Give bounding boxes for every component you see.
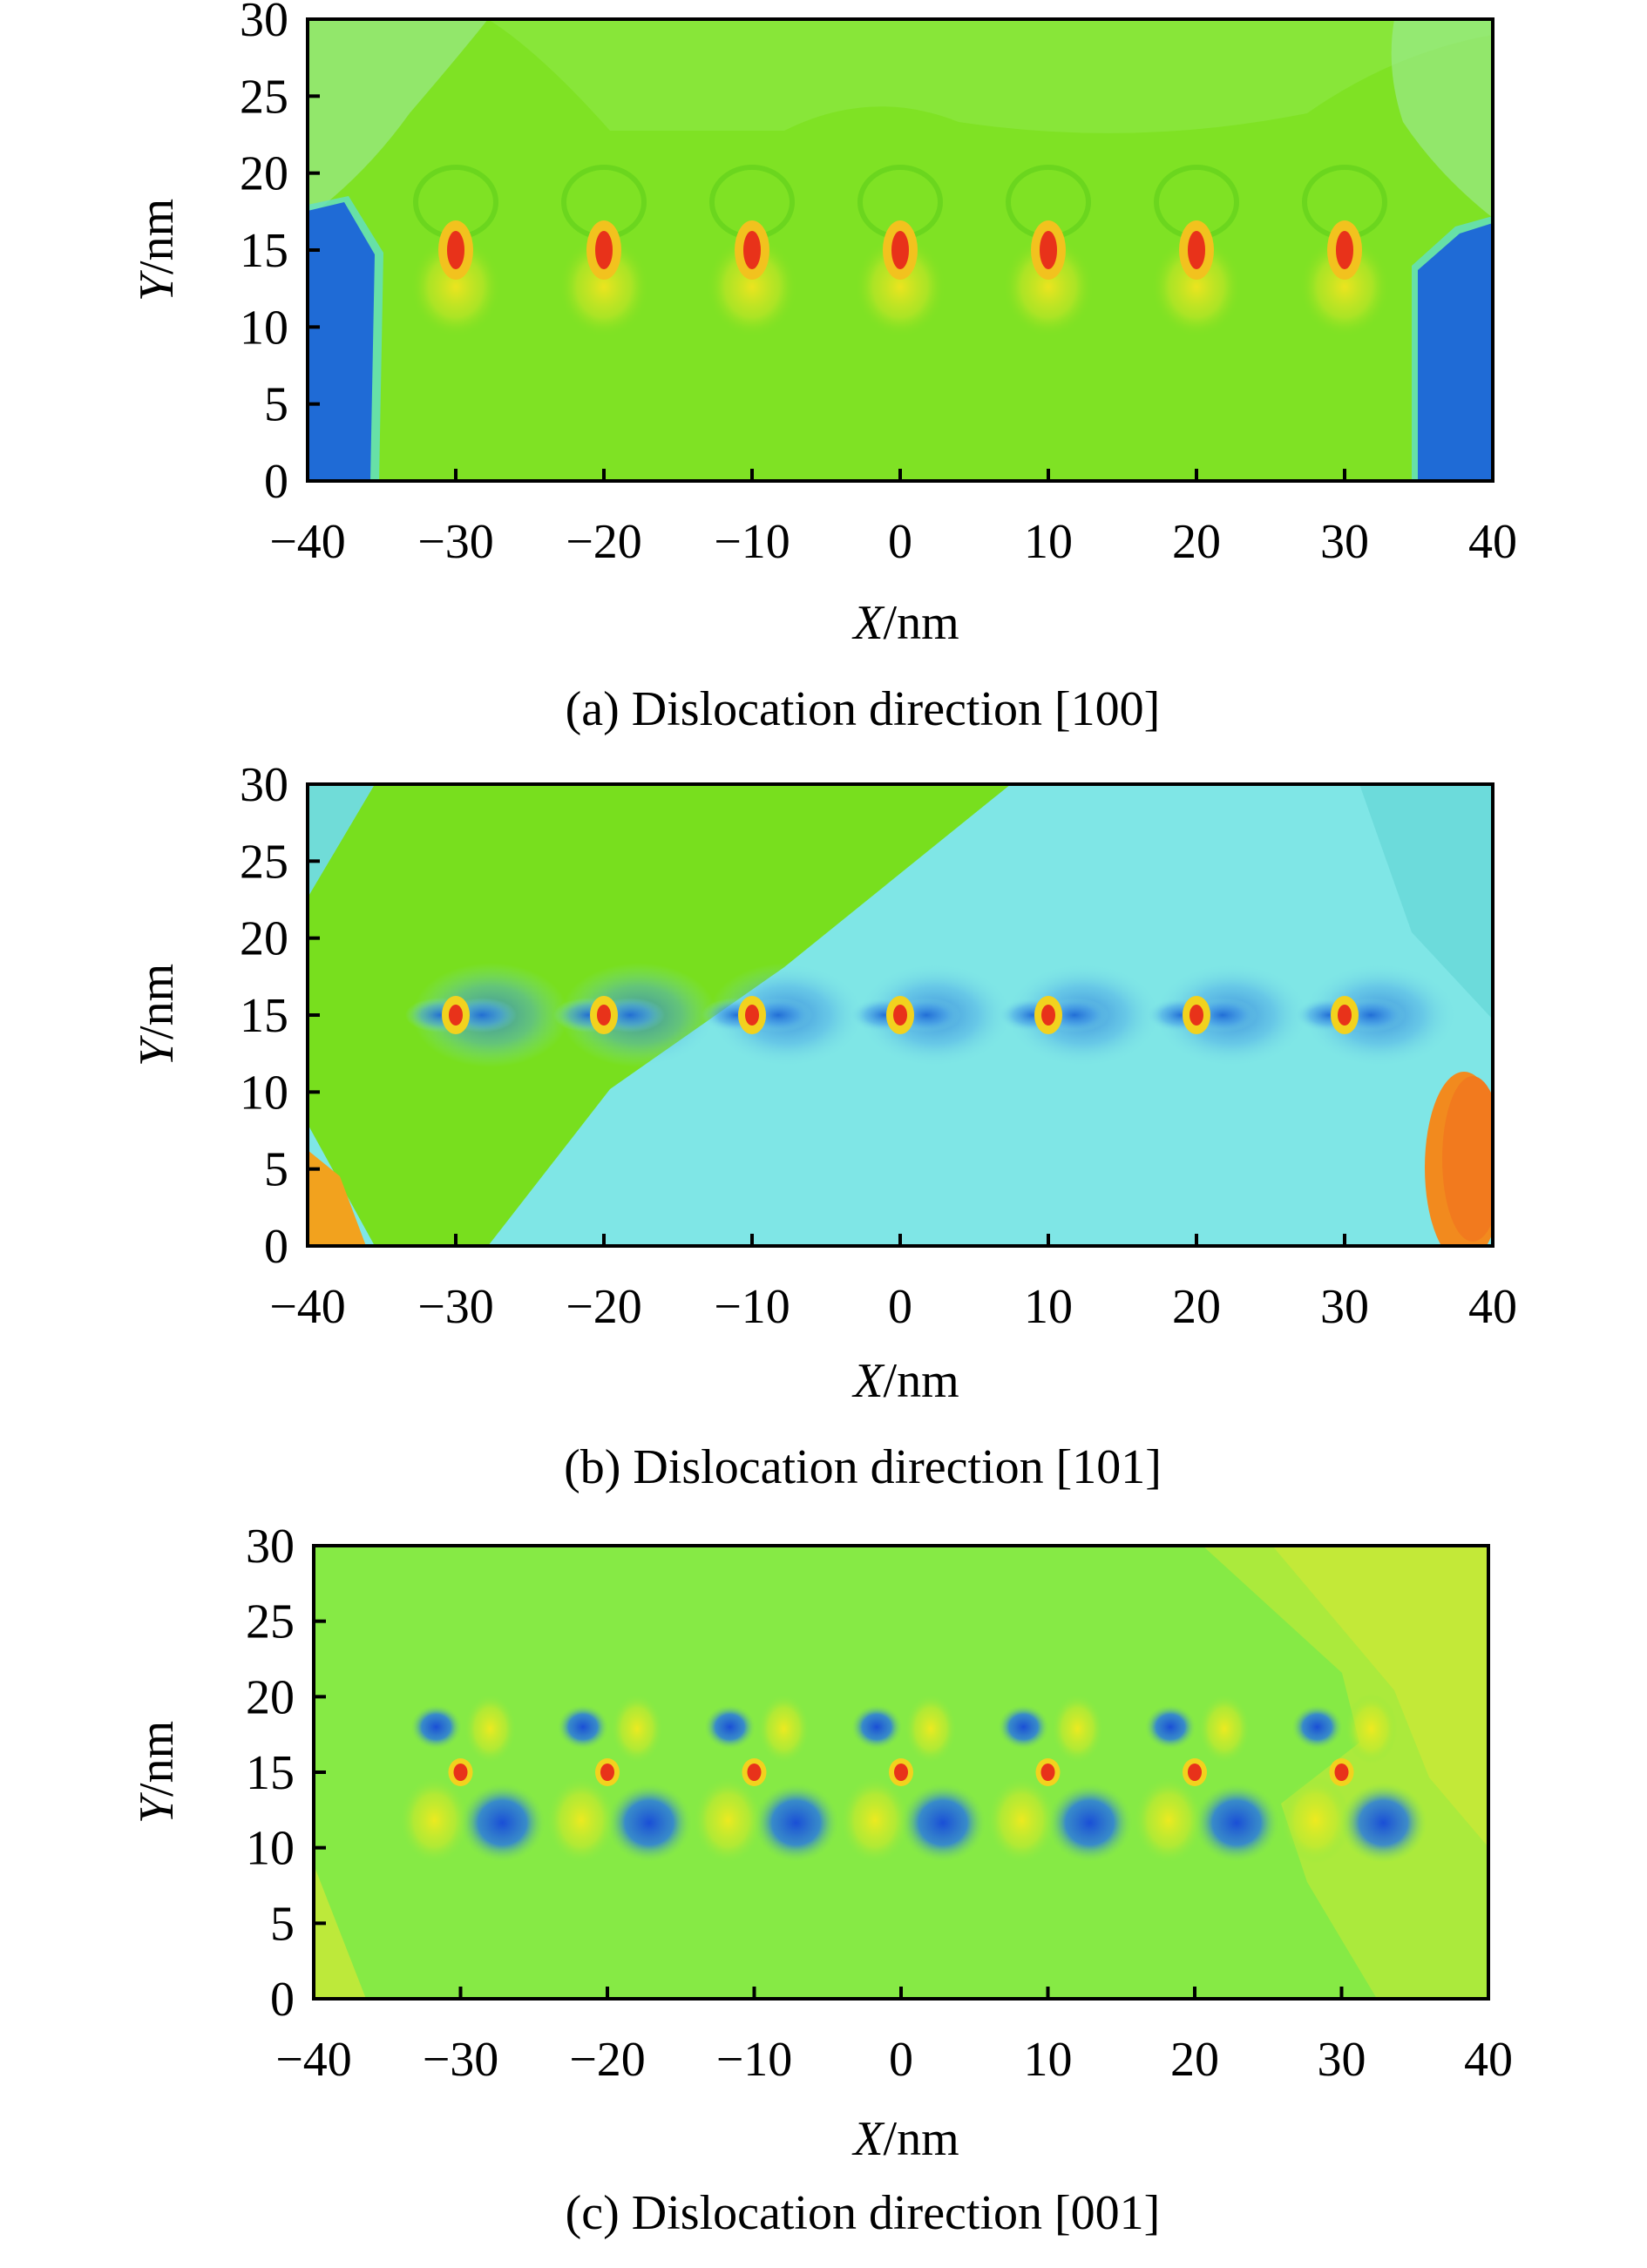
x-tick-label: 10 bbox=[1024, 2033, 1073, 2087]
x-tick-label: −40 bbox=[275, 2033, 352, 2087]
x-tick-label: −20 bbox=[566, 1280, 642, 1334]
y-tick-label: 10 bbox=[240, 301, 288, 355]
dislocation-core bbox=[559, 165, 649, 337]
dislocation-core bbox=[855, 165, 946, 337]
dislocation-core bbox=[1146, 963, 1310, 1067]
caption-c: (c) Dislocation direction [001] bbox=[566, 2186, 1161, 2240]
x-tick-label: 30 bbox=[1320, 515, 1369, 569]
x-tick-label: −40 bbox=[269, 515, 346, 569]
y-axis-label-a: Y/nm bbox=[130, 199, 184, 301]
dislocation-core bbox=[1134, 1694, 1280, 1864]
y-tick-label: 15 bbox=[246, 1746, 295, 1800]
y-tick-label: 20 bbox=[240, 147, 288, 201]
dislocation-core bbox=[693, 1694, 840, 1864]
caption-a: (a) Dislocation direction [100] bbox=[566, 682, 1161, 736]
dislocation-core bbox=[840, 1694, 986, 1864]
dislocation-marks-a bbox=[410, 165, 1390, 337]
field-c bbox=[314, 1546, 1488, 1999]
x-tick-label: 40 bbox=[1468, 1280, 1517, 1334]
dislocation-core bbox=[410, 165, 501, 337]
y-tick-label: 30 bbox=[240, 758, 288, 812]
y-tick-label: 15 bbox=[240, 224, 288, 278]
x-axis-c: −40 −30 −20 −10 0 10 20 30 40 bbox=[275, 1987, 1513, 2087]
x-axis-label-c: X/nm bbox=[851, 2112, 959, 2166]
y-axis-a: 0 5 10 15 20 25 30 bbox=[240, 0, 320, 509]
panel-b: −40 −30 −20 −10 0 10 20 30 40 0 5 10 15 20 25 30 X/nm … bbox=[0, 758, 1647, 1516]
caption-b: (b) Dislocation direction [101] bbox=[564, 1440, 1162, 1494]
y-tick-label: 0 bbox=[264, 455, 288, 509]
dislocation-core bbox=[405, 963, 569, 1067]
dislocation-core bbox=[1280, 1694, 1427, 1864]
y-axis-label-c: Y/nm bbox=[130, 1721, 184, 1824]
y-tick-label: 0 bbox=[270, 1973, 295, 2027]
x-tick-label: −10 bbox=[714, 515, 790, 569]
y-tick-label: 0 bbox=[264, 1220, 288, 1274]
dislocation-core bbox=[553, 963, 717, 1067]
panel-c: −40 −30 −20 −10 0 10 20 30 40 0 5 10 15 20 25 30 X/nm … bbox=[0, 1516, 1647, 2264]
x-tick-label: −20 bbox=[566, 515, 642, 569]
y-tick-label: 30 bbox=[246, 1520, 295, 1574]
panel-a: −40 −30 −20 −10 0 10 20 30 40 0 5 10 15 20 25 30 X/nm … bbox=[0, 0, 1647, 758]
x-tick-label: −30 bbox=[423, 2033, 499, 2087]
y-axis-b: 0 5 10 15 20 25 30 bbox=[240, 758, 320, 1274]
x-tick-label: −20 bbox=[569, 2033, 646, 2087]
x-tick-label: 10 bbox=[1024, 515, 1073, 569]
x-axis-label-b: X/nm bbox=[851, 1354, 959, 1408]
x-tick-label: 0 bbox=[888, 1280, 912, 1334]
y-tick-label: 5 bbox=[264, 1143, 288, 1197]
dislocation-core bbox=[850, 963, 1013, 1067]
dislocation-marks-c bbox=[399, 1694, 1427, 1864]
x-axis-label-a: X/nm bbox=[851, 596, 959, 650]
x-axis-b: −40 −30 −20 −10 0 10 20 30 40 bbox=[269, 1234, 1517, 1334]
x-tick-label: 40 bbox=[1468, 515, 1517, 569]
x-tick-label: −30 bbox=[417, 1280, 494, 1334]
x-tick-label: 40 bbox=[1464, 2033, 1513, 2087]
x-axis-a: −40 −30 −20 −10 0 10 20 30 40 bbox=[269, 469, 1517, 569]
dislocation-core bbox=[986, 1694, 1134, 1864]
dislocation-core bbox=[1294, 963, 1458, 1067]
dislocation-core bbox=[1299, 165, 1390, 337]
y-tick-label: 20 bbox=[246, 1670, 295, 1724]
field-b bbox=[308, 784, 1493, 1246]
y-tick-label: 10 bbox=[240, 1066, 288, 1120]
dislocation-core bbox=[998, 963, 1162, 1067]
dislocation-core bbox=[546, 1694, 693, 1864]
dislocation-core bbox=[702, 963, 865, 1067]
x-tick-label: 20 bbox=[1172, 515, 1221, 569]
dislocation-core bbox=[399, 1694, 546, 1864]
dislocation-core bbox=[707, 165, 797, 337]
x-tick-label: −10 bbox=[716, 2033, 793, 2087]
y-tick-label: 5 bbox=[270, 1897, 295, 1951]
x-tick-label: 0 bbox=[888, 515, 912, 569]
y-tick-label: 20 bbox=[240, 912, 288, 966]
x-tick-label: −40 bbox=[269, 1280, 346, 1334]
x-tick-label: −10 bbox=[714, 1280, 790, 1334]
x-tick-label: 30 bbox=[1320, 1280, 1369, 1334]
y-tick-label: 25 bbox=[240, 835, 288, 889]
x-tick-label: −30 bbox=[417, 515, 494, 569]
y-tick-label: 25 bbox=[240, 70, 288, 124]
y-tick-label: 10 bbox=[246, 1822, 295, 1876]
dislocation-core bbox=[1151, 165, 1242, 337]
y-axis-label-b: Y/nm bbox=[130, 964, 184, 1066]
y-tick-label: 5 bbox=[264, 378, 288, 432]
y-tick-label: 25 bbox=[246, 1595, 295, 1649]
y-tick-label: 15 bbox=[240, 989, 288, 1043]
x-tick-label: 30 bbox=[1318, 2033, 1366, 2087]
dislocation-core bbox=[1003, 165, 1094, 337]
y-axis-c: 0 5 10 15 20 25 30 bbox=[246, 1520, 326, 2027]
field-a bbox=[308, 19, 1493, 481]
x-tick-label: 20 bbox=[1172, 1280, 1221, 1334]
x-tick-label: 0 bbox=[889, 2033, 913, 2087]
x-tick-label: 10 bbox=[1024, 1280, 1073, 1334]
dislocation-marks-b bbox=[405, 963, 1458, 1067]
x-tick-label: 20 bbox=[1170, 2033, 1219, 2087]
y-tick-label: 30 bbox=[240, 0, 288, 47]
